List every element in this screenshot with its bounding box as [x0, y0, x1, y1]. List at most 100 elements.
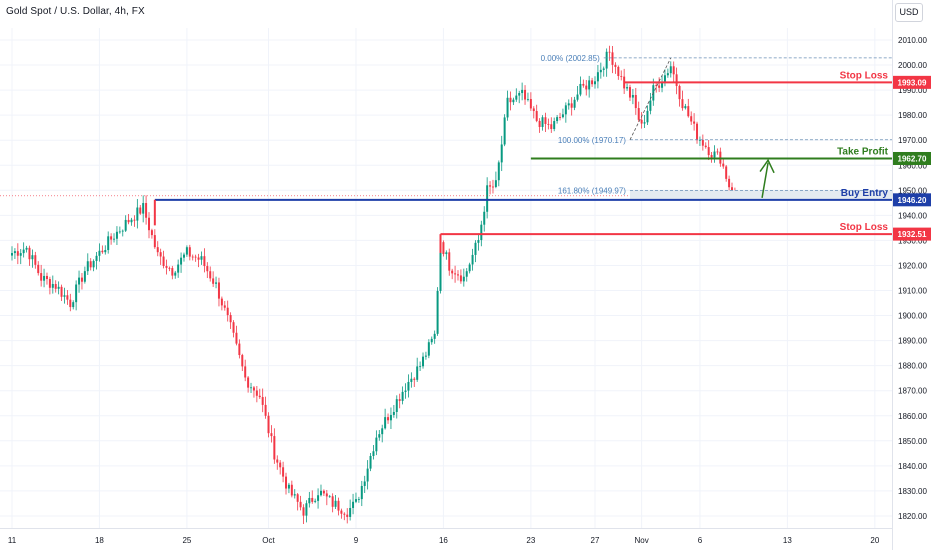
candle-body — [471, 254, 474, 265]
candle-body — [153, 235, 156, 248]
candle-body — [331, 496, 334, 507]
candle-body — [180, 257, 183, 265]
candle-body — [343, 513, 346, 515]
candle-body — [410, 378, 413, 382]
time-tick-label: 16 — [439, 536, 448, 545]
candle-body — [130, 219, 133, 223]
candle-body — [215, 282, 218, 284]
grid — [0, 28, 892, 528]
candle-body — [150, 230, 153, 236]
candle-body — [322, 490, 325, 494]
candle-body — [669, 66, 672, 74]
candle-body — [573, 99, 576, 108]
candle-body — [206, 266, 209, 272]
candle-body — [451, 270, 454, 274]
candle-body — [634, 95, 637, 109]
candle-body — [174, 272, 177, 276]
candle-body — [34, 255, 37, 265]
candle-body — [713, 151, 716, 158]
price-tick-label: 1990.00 — [898, 86, 927, 95]
time-tick-label: 6 — [698, 536, 703, 545]
candle-body — [346, 514, 349, 517]
candle-body — [494, 180, 497, 187]
candle-body — [567, 103, 570, 106]
candle-body — [352, 501, 355, 508]
candle-body — [86, 261, 89, 272]
time-tick-label: 23 — [526, 536, 535, 545]
fib-label: 100.00% (1970.17) — [558, 136, 626, 145]
time-axis[interactable]: 11 18 25 Oct 9 16 23 27 Nov 6 13 20 — [8, 536, 880, 545]
trade-levels[interactable]: Stop Loss 1993.09 Take Profit 1962.70 Buy En… — [154, 70, 931, 241]
candle-body — [559, 117, 562, 118]
candle-body — [372, 451, 375, 456]
price-tick-label: 1830.00 — [898, 487, 927, 496]
stop-loss-lower-price-tag — [893, 227, 931, 241]
candle-body — [285, 476, 288, 489]
candle-body — [550, 124, 553, 130]
candle-body — [51, 284, 54, 288]
candle-body — [442, 242, 445, 255]
candle-body — [500, 144, 503, 163]
time-tick-label: 9 — [354, 536, 359, 545]
candle-body — [89, 261, 92, 268]
stop-loss-lower-label: Stop Loss — [840, 222, 889, 233]
candle-body — [60, 286, 63, 297]
candle-body — [220, 298, 223, 306]
candle-body — [270, 433, 273, 437]
price-tick-label: 1890.00 — [898, 337, 927, 346]
candle-body — [617, 66, 620, 77]
candle-body — [19, 253, 22, 256]
candle-body — [521, 89, 524, 94]
candle-body — [392, 411, 395, 415]
candle-body — [599, 69, 602, 73]
buy-entry-price-text: 1946.20 — [898, 196, 927, 205]
candle-body — [212, 278, 215, 284]
price-tick-label: 2000.00 — [898, 61, 927, 70]
candle-body — [459, 275, 462, 282]
stop-loss-upper-label: Stop Loss — [840, 70, 889, 81]
candle-body — [133, 219, 136, 221]
candle-body — [127, 219, 130, 223]
candle-body — [369, 455, 372, 469]
price-axis[interactable]: 1820.00 1830.00 1840.00 1850.00 1860.00 1870.… — [898, 36, 927, 521]
candle-body — [302, 507, 305, 516]
time-tick-label: 27 — [591, 536, 600, 545]
candle-body — [45, 275, 48, 280]
candle-body — [104, 250, 107, 253]
candle-body — [197, 257, 200, 260]
candle-body — [387, 417, 390, 421]
candle-body — [422, 356, 425, 367]
candle-body — [608, 51, 611, 53]
candle-body — [80, 277, 83, 282]
candle-body — [299, 501, 302, 508]
price-tick-label: 1930.00 — [898, 236, 927, 245]
currency-button[interactable]: USD — [895, 3, 923, 22]
candle-body — [474, 242, 477, 255]
candle-body — [576, 94, 579, 100]
candle-body — [282, 467, 285, 477]
candle-body — [325, 493, 328, 497]
candle-body — [337, 500, 340, 511]
candle-body — [687, 106, 690, 117]
candle-body — [678, 85, 681, 100]
candle-body — [124, 219, 127, 231]
candle-body — [48, 279, 51, 288]
candle-body — [113, 238, 116, 240]
candle-body — [276, 459, 279, 463]
price-tick-label: 1850.00 — [898, 437, 927, 446]
candle-body — [223, 305, 226, 308]
candle-body — [532, 108, 535, 112]
candle-body — [145, 203, 148, 218]
candle-body — [395, 399, 398, 412]
candle-body — [363, 481, 366, 486]
candle-body — [22, 249, 25, 254]
candle-body — [171, 268, 174, 276]
candle-body — [349, 507, 352, 517]
candle-body — [340, 510, 343, 514]
candle-body — [389, 414, 392, 421]
candle-body — [101, 250, 104, 253]
fibonacci-levels[interactable]: 0.00% (2002.85) 100.00% (1970.17) 161.80% … — [541, 54, 892, 195]
candle-body — [375, 437, 378, 452]
candle-body — [311, 497, 314, 502]
